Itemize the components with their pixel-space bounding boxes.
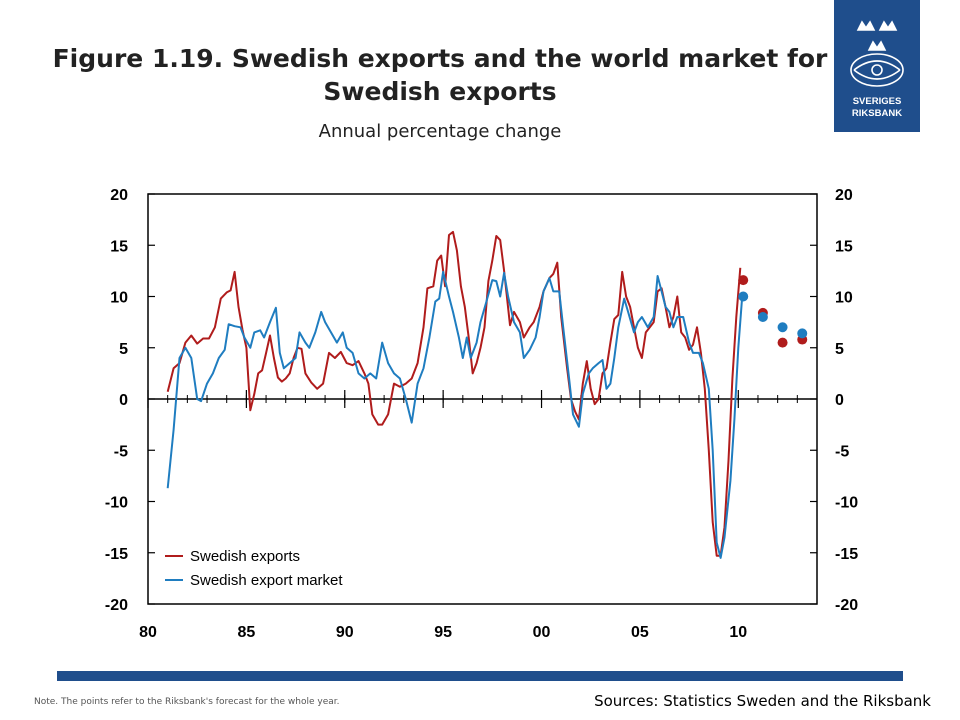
series-group	[166, 230, 808, 559]
x-axis-labels: 80 85 90 95 00 05 10	[139, 624, 747, 641]
y-tick-label-left: 20	[110, 187, 128, 204]
y-tick-label-right: 5	[835, 341, 844, 358]
logo-text-line2: RIKSBANK	[852, 108, 902, 119]
y-axis-left-labels: 20 15 10 5 0 -5 -10 -15 -20	[105, 187, 128, 614]
y-tick-label-right: -20	[835, 597, 858, 614]
export-market-line	[166, 270, 744, 559]
y-tick-label-right: -15	[835, 546, 858, 563]
y-tick-label-right: -5	[835, 443, 849, 460]
export-market-forecast-point	[757, 312, 768, 322]
exports-forecast-point	[738, 275, 749, 286]
legend-box	[158, 542, 390, 592]
y-tick-label-right: 0	[835, 392, 844, 409]
x-tick-label: 85	[237, 624, 255, 641]
y-tick-label-left: -10	[105, 495, 128, 512]
y-tick-label-left: -20	[105, 597, 128, 614]
legend-label-market: Swedish export market	[190, 572, 343, 589]
x-tick-label: 90	[336, 624, 354, 641]
x-tick-label: 10	[729, 624, 747, 641]
x-tick-label: 05	[631, 624, 649, 641]
y-tick-label-left: 0	[119, 392, 128, 409]
y-tick-label-right: 20	[835, 187, 853, 204]
export-market-forecast-point	[777, 322, 788, 333]
footer-bar	[57, 671, 903, 681]
y-tick-label-right: -10	[835, 495, 858, 512]
legend: Swedish exports Swedish export market	[158, 542, 390, 592]
logo-text-line1: SVERIGES	[853, 96, 902, 107]
y-tick-label-right: 10	[835, 290, 853, 307]
chart-title-line2: Swedish exports	[323, 77, 557, 106]
footnote: Note. The points refer to the Riksbank's…	[34, 697, 340, 707]
sources-text: Sources: Statistics Sweden and the Riksb…	[594, 692, 931, 710]
y-tick-label-left: 10	[110, 290, 128, 307]
x-tick-label: 00	[533, 624, 551, 641]
chart-title-line1: Figure 1.19. Swedish exports and the wor…	[52, 44, 828, 73]
chart-subtitle: Annual percentage change	[318, 121, 562, 142]
y-tick-label-right: 15	[835, 238, 853, 255]
y-tick-label-left: 15	[110, 238, 128, 255]
x-tick-label: 95	[434, 624, 452, 641]
export-market-forecast-point	[797, 328, 808, 339]
export-market-forecast-point	[738, 291, 749, 302]
exports-line	[166, 230, 742, 557]
exports-forecast-point	[777, 337, 788, 348]
y-axis-right-labels: 20 15 10 5 0 -5 -10 -15 -20	[835, 187, 858, 614]
x-tick-label: 80	[139, 624, 157, 641]
y-tick-label-left: -15	[105, 546, 128, 563]
riksbank-logo: SVERIGES RIKSBANK	[834, 0, 920, 132]
y-tick-label-left: 5	[119, 341, 128, 358]
y-tick-label-left: -5	[114, 443, 128, 460]
chart-title: Figure 1.19. Swedish exports and the wor…	[40, 42, 840, 108]
legend-label-exports: Swedish exports	[190, 548, 300, 565]
